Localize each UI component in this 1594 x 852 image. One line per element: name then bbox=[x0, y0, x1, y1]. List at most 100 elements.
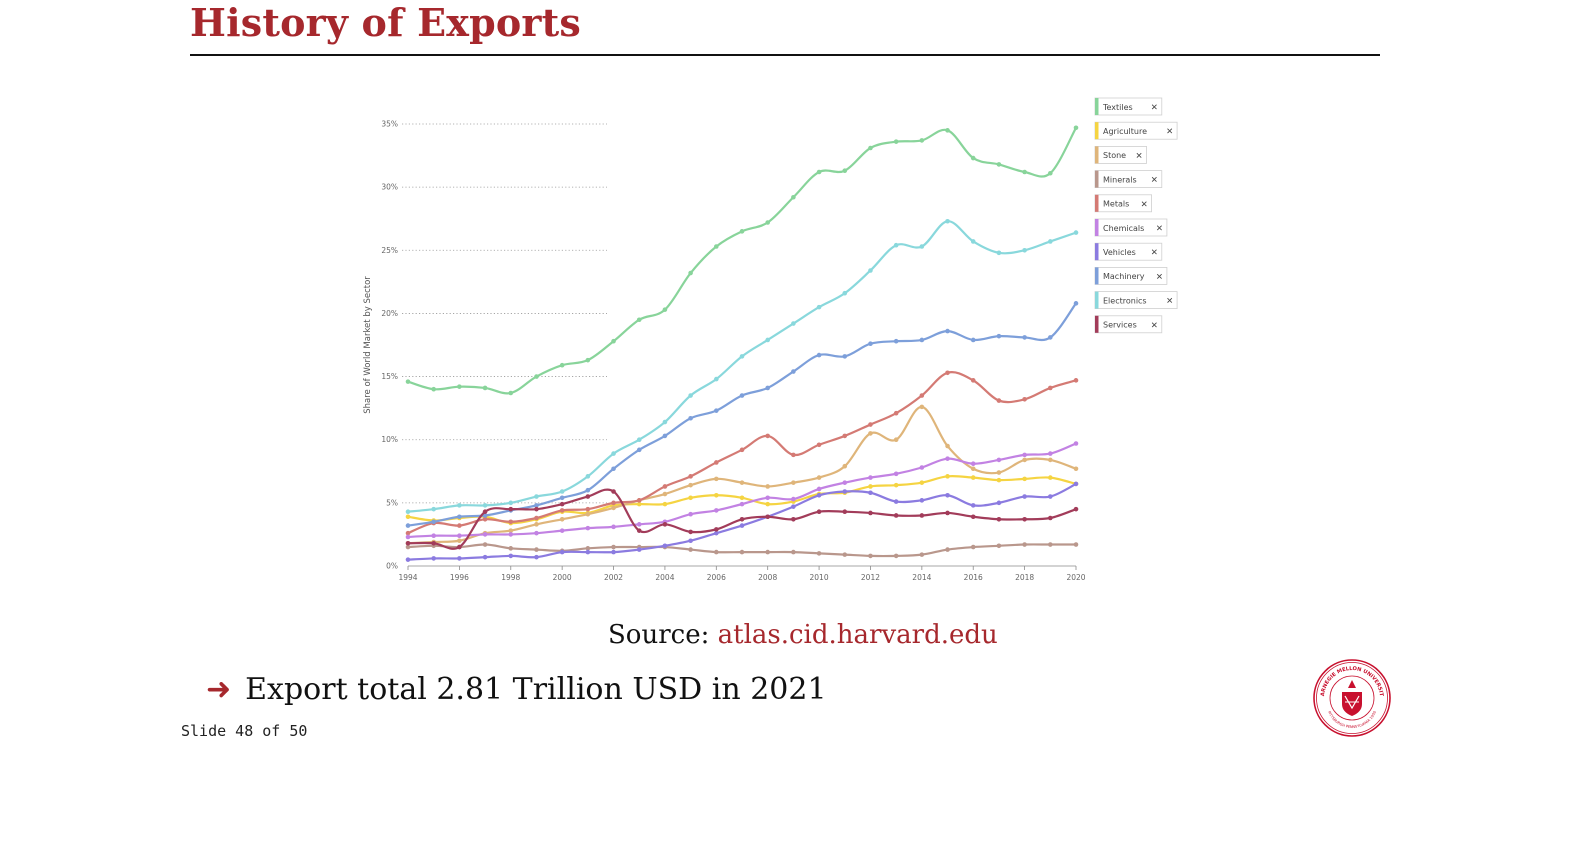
data-point-metals bbox=[868, 422, 873, 427]
data-point-machinery bbox=[765, 385, 770, 391]
data-point-metals bbox=[559, 508, 565, 513]
data-point-stone bbox=[585, 511, 591, 517]
data-point-metals bbox=[816, 442, 822, 448]
data-point-electronics bbox=[868, 268, 873, 273]
series-line-machinery bbox=[407, 302, 1077, 527]
data-point-stone bbox=[842, 463, 848, 469]
data-point-electronics bbox=[636, 437, 642, 443]
data-point-textiles bbox=[714, 244, 719, 249]
data-point-metals bbox=[636, 498, 642, 503]
data-point-chemicals bbox=[534, 530, 539, 536]
data-point-chemicals bbox=[1022, 452, 1027, 458]
legend-close-icon-vehicles[interactable]: ✕ bbox=[1151, 248, 1158, 258]
data-point-electronics bbox=[791, 321, 796, 326]
bullet-text: Export total 2.81 Trillion USD in 2021 bbox=[245, 672, 827, 707]
data-point-textiles bbox=[996, 162, 1002, 167]
data-point-textiles bbox=[611, 338, 616, 344]
y-tick-label: 20% bbox=[381, 309, 398, 318]
slide-number: Slide 48 of 50 bbox=[181, 722, 308, 740]
legend-close-icon-electronics[interactable]: ✕ bbox=[1166, 297, 1173, 307]
data-point-services bbox=[765, 514, 770, 520]
legend-swatch-metals bbox=[1095, 194, 1099, 212]
data-point-electronics bbox=[970, 239, 976, 244]
data-point-vehicles bbox=[534, 554, 539, 560]
legend-close-icon-textiles[interactable]: ✕ bbox=[1151, 103, 1158, 113]
data-point-metals bbox=[585, 506, 591, 512]
data-point-vehicles bbox=[868, 490, 873, 496]
data-point-electronics bbox=[919, 244, 925, 249]
data-point-vehicles bbox=[636, 547, 642, 552]
x-tick-label: 1996 bbox=[450, 573, 469, 582]
data-point-metals bbox=[688, 474, 693, 479]
legend-label-services: Services bbox=[1103, 321, 1137, 330]
legend-label-minerals: Minerals bbox=[1103, 175, 1137, 184]
data-point-textiles bbox=[1022, 169, 1027, 175]
data-point-services bbox=[1048, 515, 1053, 521]
data-point-textiles bbox=[482, 385, 488, 391]
data-point-services bbox=[482, 509, 488, 514]
x-tick-label: 1994 bbox=[398, 573, 417, 582]
data-point-metals bbox=[1048, 385, 1053, 391]
data-point-minerals bbox=[585, 546, 591, 551]
data-point-minerals bbox=[791, 549, 796, 555]
data-point-stone bbox=[816, 475, 822, 480]
series-line-electronics bbox=[407, 220, 1077, 513]
data-point-machinery bbox=[739, 393, 745, 398]
data-point-stone bbox=[868, 431, 873, 436]
data-point-agriculture bbox=[996, 477, 1002, 483]
data-point-minerals bbox=[1048, 542, 1053, 547]
data-point-services bbox=[945, 510, 950, 516]
data-point-textiles bbox=[1073, 125, 1079, 131]
data-point-machinery bbox=[996, 333, 1002, 339]
data-point-electronics bbox=[714, 376, 719, 382]
data-point-services bbox=[662, 522, 668, 527]
y-tick-label: 30% bbox=[381, 183, 398, 192]
data-point-stone bbox=[534, 522, 539, 527]
data-point-chemicals bbox=[585, 525, 591, 531]
data-point-chemicals bbox=[868, 475, 873, 480]
legend-close-icon-chemicals[interactable]: ✕ bbox=[1156, 224, 1163, 234]
x-tick-label: 2006 bbox=[707, 573, 726, 582]
data-point-minerals bbox=[868, 553, 873, 559]
data-point-electronics bbox=[431, 506, 436, 512]
data-point-electronics bbox=[482, 503, 488, 508]
data-point-minerals bbox=[893, 553, 899, 559]
data-point-services bbox=[508, 506, 514, 512]
legend-label-stone: Stone bbox=[1103, 151, 1126, 160]
data-point-vehicles bbox=[688, 538, 693, 544]
x-tick-label: 1998 bbox=[501, 573, 520, 582]
legend-swatch-services bbox=[1095, 315, 1099, 333]
data-point-stone bbox=[457, 538, 462, 544]
legend-close-icon-stone[interactable]: ✕ bbox=[1136, 151, 1143, 161]
data-point-services bbox=[585, 494, 591, 499]
x-tick-label: 2008 bbox=[758, 573, 777, 582]
data-point-agriculture bbox=[688, 495, 693, 501]
data-point-services bbox=[714, 527, 719, 532]
data-point-metals bbox=[508, 519, 514, 525]
data-point-textiles bbox=[636, 317, 642, 323]
data-point-textiles bbox=[868, 145, 873, 151]
data-point-textiles bbox=[559, 362, 565, 368]
legend-close-icon-services[interactable]: ✕ bbox=[1151, 321, 1158, 331]
data-point-minerals bbox=[1073, 542, 1079, 547]
data-point-agriculture bbox=[405, 514, 411, 520]
data-point-chemicals bbox=[405, 534, 411, 540]
source-link[interactable]: atlas.cid.harvard.edu bbox=[717, 620, 998, 650]
data-point-chemicals bbox=[1073, 441, 1079, 446]
data-point-stone bbox=[739, 480, 745, 485]
data-point-textiles bbox=[1048, 170, 1053, 176]
data-point-textiles bbox=[842, 168, 848, 174]
data-point-electronics bbox=[842, 290, 848, 296]
legend-swatch-chemicals bbox=[1095, 219, 1099, 236]
legend-close-icon-metals[interactable]: ✕ bbox=[1141, 200, 1148, 210]
data-point-machinery bbox=[559, 495, 565, 501]
legend-close-icon-machinery[interactable]: ✕ bbox=[1156, 272, 1163, 282]
data-point-metals bbox=[893, 410, 899, 416]
x-tick-label: 2014 bbox=[912, 573, 931, 582]
legend-close-icon-minerals[interactable]: ✕ bbox=[1151, 176, 1158, 186]
data-point-machinery bbox=[714, 408, 719, 413]
data-point-vehicles bbox=[970, 503, 976, 508]
data-point-services bbox=[970, 514, 976, 520]
legend-close-icon-agriculture[interactable]: ✕ bbox=[1166, 127, 1173, 137]
data-point-agriculture bbox=[765, 501, 770, 507]
